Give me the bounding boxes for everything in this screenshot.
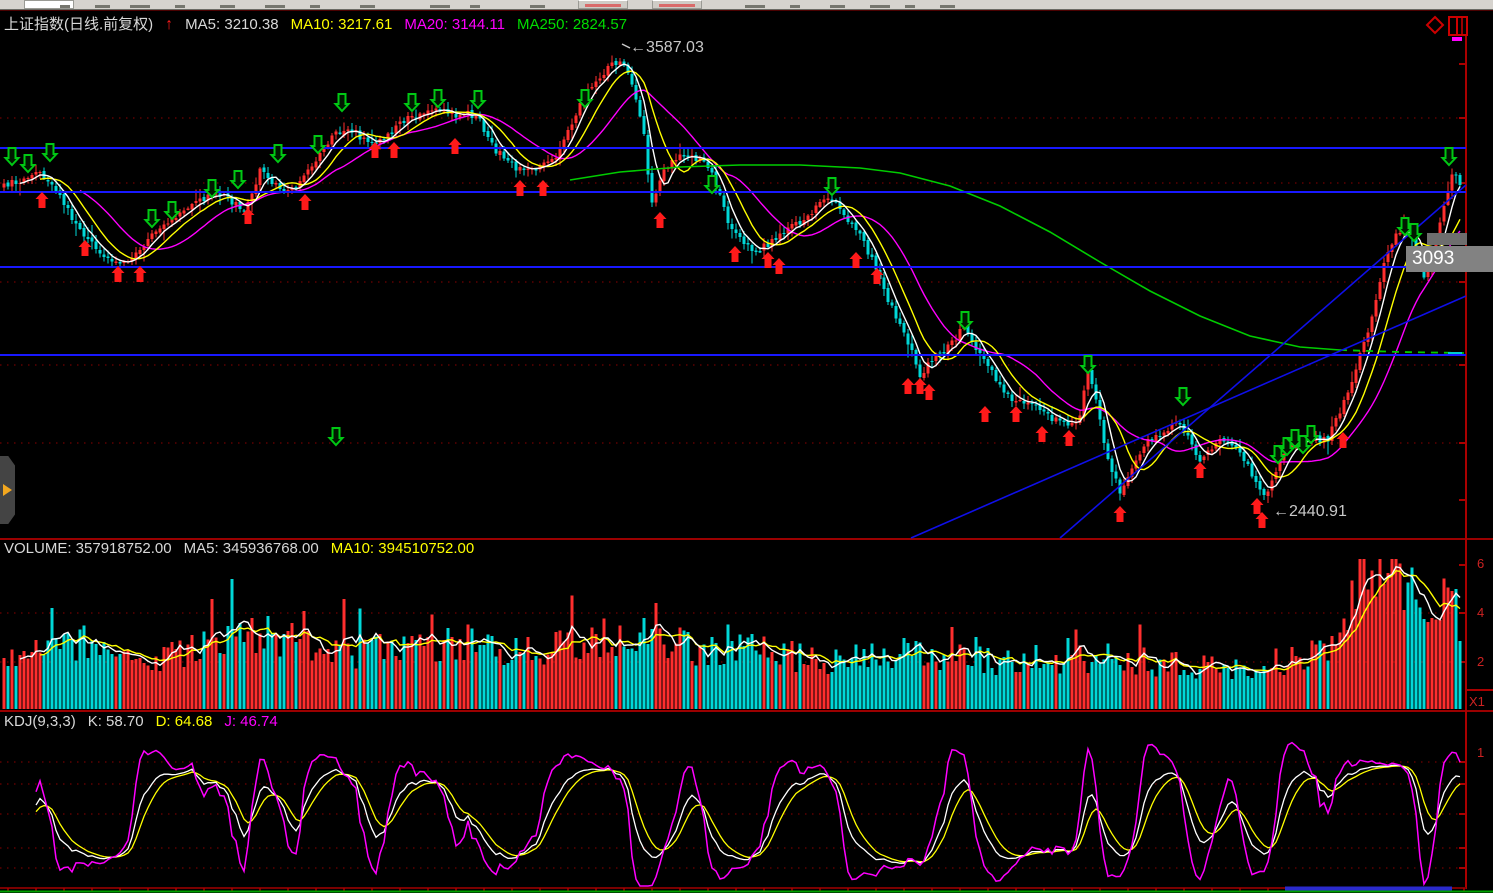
- menu-text-remnant: [905, 5, 915, 8]
- volume-multiplier-label: X1: [1469, 694, 1485, 709]
- magenta-dash-icon: [1452, 37, 1462, 41]
- trend-lines: [910, 184, 1467, 539]
- menu-text-remnant: [310, 5, 320, 8]
- menu-input-remnant[interactable]: [24, 0, 74, 9]
- kdj-lines: [35, 741, 1461, 887]
- menu-text-remnant: [790, 5, 800, 8]
- menu-text-remnant: [870, 5, 890, 8]
- volume-bars: [2, 559, 1462, 709]
- peak-tick: [621, 43, 631, 49]
- diamond-icon[interactable]: [1425, 15, 1445, 35]
- menu-text-remnant: [95, 5, 110, 8]
- kdj-d-value: D: 64.68: [155, 713, 213, 730]
- kdj-label: KDJ(9,3,3): [4, 713, 76, 730]
- buy-signal-markers: [35, 138, 1350, 528]
- menu-bar[interactable]: [0, 0, 1493, 10]
- gridlines: [0, 117, 1466, 869]
- menu-text-remnant: [830, 5, 845, 8]
- menu-text-remnant: [530, 5, 545, 8]
- volume-ma5-value: MA5: 345936768.00: [183, 540, 319, 557]
- instrument-title: 上证指数(日线.前复权): [4, 16, 154, 33]
- menu-text-remnant: [175, 5, 185, 8]
- volume-ma10-value: MA10: 394510752.00: [330, 540, 475, 557]
- candlesticks: [2, 55, 1462, 503]
- ma5-value: MA5: 3210.38: [185, 16, 279, 33]
- menu-text-remnant: [940, 5, 955, 8]
- menu-text-remnant: [220, 5, 235, 8]
- support-lines: [0, 147, 1466, 356]
- kdj-header: KDJ(9,3,3) K: 58.70 D: 64.68 J: 46.74: [4, 713, 290, 730]
- kdj-k-value: K: 58.70: [87, 713, 144, 730]
- volume-ma-lines: [19, 566, 1461, 676]
- ma250-line: [569, 164, 1467, 354]
- expand-arrow-icon: [3, 484, 12, 496]
- menu-text-remnant: [360, 5, 375, 8]
- kdj-j-value: J: 46.74: [224, 713, 278, 730]
- main-chart-header: 上证指数(日线.前复权) ↑ MA5: 3210.38 MA10: 3217.61 MA…: [4, 13, 639, 34]
- ma250-value: MA250: 2824.57: [516, 16, 628, 33]
- menu-text-remnant: [430, 5, 450, 8]
- ma-lines: [19, 63, 1461, 489]
- menu-button-remnant-1[interactable]: [578, 0, 628, 9]
- kdj-axis-label: 1: [1477, 745, 1485, 760]
- pane-frame: [0, 10, 1493, 893]
- x-axis-selection[interactable]: [1285, 886, 1452, 891]
- current-price-tag: 3093: [1406, 246, 1493, 272]
- ma20-value: MA20: 3144.11: [404, 16, 505, 33]
- menu-button-remnant-2[interactable]: [652, 0, 702, 9]
- menu-text-remnant: [130, 5, 150, 8]
- sidebar-expand-tab[interactable]: [0, 456, 15, 524]
- window-split-icon[interactable]: [1448, 16, 1468, 36]
- low-annotation: ←2440.91: [1273, 503, 1347, 520]
- signal-up-arrow-icon: ↑: [165, 16, 174, 33]
- volume-header: VOLUME: 357918752.00 MA5: 345936768.00 MA1…: [4, 540, 486, 557]
- volume-axis-label-6: 6: [1477, 556, 1485, 571]
- menu-text-remnant: [265, 5, 285, 8]
- price-tag-upper: [1427, 233, 1467, 245]
- volume-axis-label-2: 2: [1477, 654, 1485, 669]
- high-annotation: ←3587.03: [630, 39, 704, 56]
- sell-signal-markers: [3, 89, 1458, 465]
- menu-text-remnant: [470, 5, 480, 8]
- menu-text-remnant: [745, 5, 765, 8]
- volume-value: VOLUME: 357918752.00: [4, 540, 172, 557]
- menu-text-remnant: [60, 5, 70, 8]
- ma10-value: MA10: 3217.61: [290, 16, 393, 33]
- volume-axis-label-4: 4: [1477, 605, 1485, 620]
